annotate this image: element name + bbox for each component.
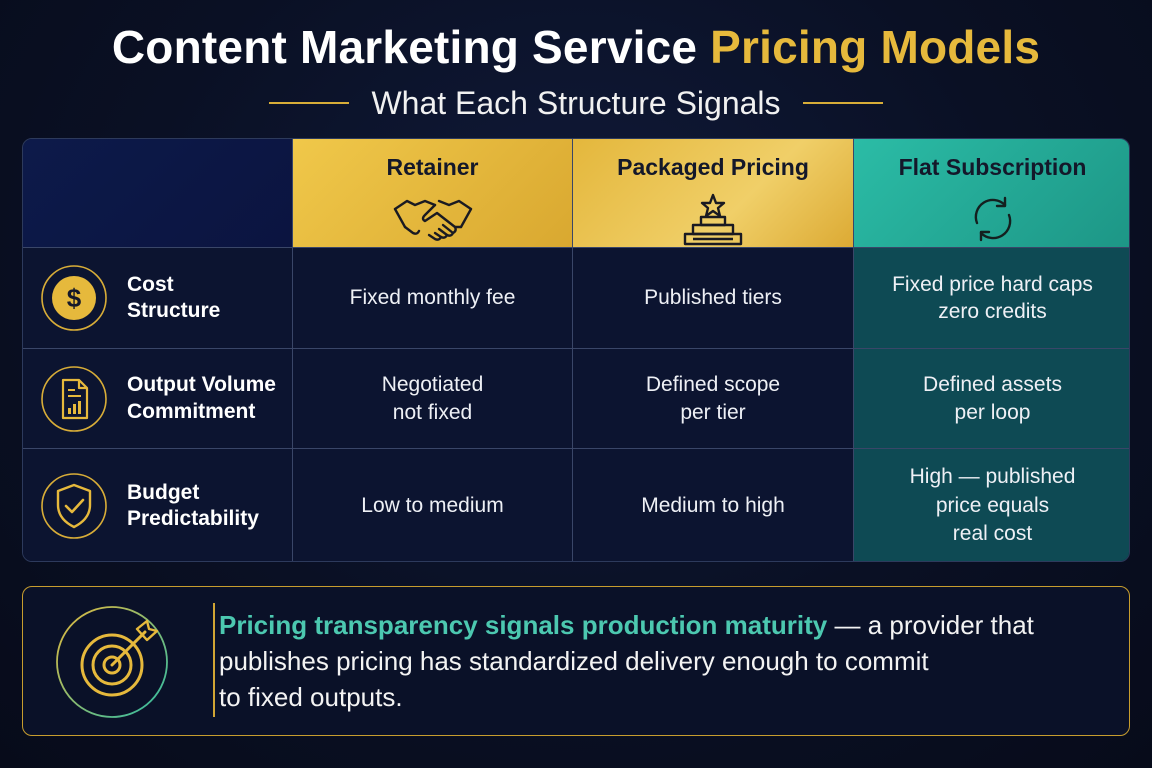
- cell-line: Fixed price hard caps: [892, 272, 1093, 296]
- cell-line: Published tiers: [644, 286, 782, 310]
- target-arrow-icon: [56, 606, 168, 718]
- row-label-cost-structure: $ Cost Structure: [23, 248, 293, 349]
- row-label-line1: Budget: [127, 480, 200, 504]
- header-packaged-pricing: Packaged Pricing: [573, 139, 854, 248]
- callout-highlight: Pricing transparency signals production …: [219, 610, 828, 640]
- row-label-output-volume: Output Volume Commitment: [23, 349, 293, 449]
- cell-line: price equals: [935, 493, 1050, 517]
- cell-line: real cost: [952, 522, 1033, 546]
- subtitle: What Each Structure Signals: [371, 84, 781, 121]
- cell-packaged-cost: Published tiers: [573, 248, 854, 349]
- cell-line: per loop: [954, 400, 1031, 424]
- svg-text:$: $: [67, 283, 82, 313]
- subtitle-row: What Each Structure Signals: [0, 82, 1152, 124]
- row-label-text: Budget Predictability: [127, 480, 259, 533]
- callout-line2: publishes pricing has standardized deliv…: [219, 646, 929, 676]
- cell-line: not fixed: [392, 400, 473, 424]
- callout-divider: [213, 603, 215, 717]
- row-label-line1: Output Volume: [127, 373, 276, 397]
- row-label-budget-predictability: Budget Predictability: [23, 449, 293, 561]
- cell-line: High — published: [909, 465, 1076, 489]
- cell-packaged-budget: Medium to high: [573, 449, 854, 561]
- handshake-icon: [393, 199, 472, 241]
- cell-line: Negotiated: [381, 373, 484, 397]
- subtitle-rule-right: [802, 102, 883, 104]
- document-chart-icon: [41, 365, 107, 432]
- cell-line: Defined assets: [923, 373, 1062, 397]
- row-label-line1: Cost: [127, 272, 174, 296]
- cell-line: Fixed monthly fee: [349, 286, 516, 310]
- header-packaged-label: Packaged Pricing: [617, 154, 809, 180]
- header-flat-subscription: Flat Subscription: [854, 139, 1129, 248]
- dollar-coin-icon: $: [41, 265, 107, 331]
- row-label-text: Output Volume Commitment: [127, 372, 276, 425]
- cell-line: Low to medium: [361, 494, 504, 518]
- row-label-text: Cost Structure: [127, 272, 220, 325]
- row-label-line2: Commitment: [127, 399, 256, 423]
- title-accent: Pricing Models: [710, 21, 1041, 73]
- callout-line1-rest: — a provider that: [827, 610, 1034, 640]
- cell-retainer-cost: Fixed monthly fee: [293, 248, 573, 349]
- header-flat-label: Flat Subscription: [898, 154, 1087, 180]
- cell-line: zero credits: [938, 300, 1047, 323]
- callout-line3: to fixed outputs.: [219, 682, 403, 712]
- title-main: Content Marketing Service: [111, 21, 698, 73]
- row-label-line2: Predictability: [127, 507, 259, 530]
- cell-flat-volume: Defined assets per loop: [854, 349, 1129, 449]
- subtitle-rule-left: [269, 102, 350, 104]
- cell-flat-cost: Fixed price hard caps zero credits: [854, 248, 1129, 349]
- cell-retainer-volume: Negotiated not fixed: [293, 349, 573, 449]
- cell-packaged-volume: Defined scope per tier: [573, 349, 854, 449]
- pricing-table: Retainer Packaged Pricing Flat Subscript…: [22, 138, 1130, 562]
- callout-box: Pricing transparency signals production …: [22, 586, 1130, 736]
- cell-line: Defined scope: [645, 373, 781, 397]
- refresh-cycle-icon: [974, 196, 1011, 242]
- page-title: Content Marketing Service Pricing Models: [0, 20, 1152, 74]
- callout-line1: Pricing transparency signals production …: [219, 607, 1079, 643]
- cell-retainer-budget: Low to medium: [293, 449, 573, 561]
- shield-check-icon: [41, 473, 107, 539]
- row-label-line2: Structure: [127, 299, 221, 322]
- header-empty-cell: [23, 139, 293, 248]
- cell-line: per tier: [680, 400, 746, 424]
- cell-line: Medium to high: [641, 494, 785, 518]
- header-retainer-label: Retainer: [386, 154, 479, 180]
- tiered-stack-icon: [683, 193, 743, 246]
- cell-flat-budget: High — published price equals real cost: [854, 449, 1129, 561]
- header-retainer: Retainer: [293, 139, 573, 248]
- callout-text: Pricing transparency signals production …: [219, 607, 1079, 715]
